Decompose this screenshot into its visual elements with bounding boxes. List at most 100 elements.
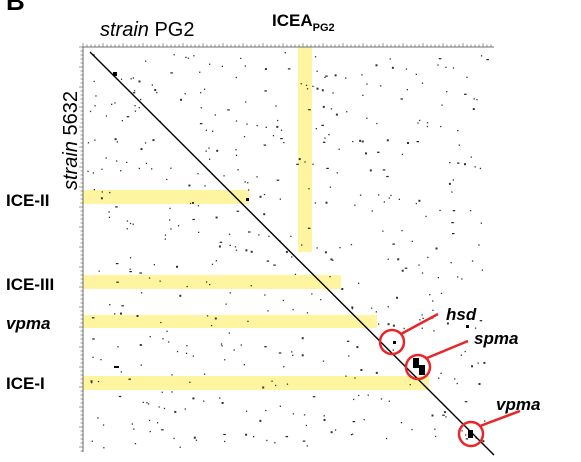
band-ice-ii xyxy=(83,190,249,204)
background-dot xyxy=(282,299,284,302)
background-dot xyxy=(208,147,210,149)
background-dot xyxy=(358,282,360,284)
diagonal-block xyxy=(113,72,117,76)
background-dot xyxy=(256,176,258,178)
background-dot xyxy=(433,330,435,332)
background-dot xyxy=(292,354,294,356)
background-dot xyxy=(152,139,155,142)
background-dot xyxy=(432,300,434,302)
background-dash xyxy=(416,141,419,143)
background-dot xyxy=(223,175,225,177)
background-dot xyxy=(185,56,187,58)
background-dot xyxy=(306,445,308,447)
background-dot xyxy=(186,285,188,288)
background-dot xyxy=(151,84,153,86)
background-dot xyxy=(101,191,103,193)
background-dot xyxy=(417,122,419,124)
background-dot xyxy=(312,85,314,87)
background-dot xyxy=(427,256,429,259)
background-dot xyxy=(401,153,404,155)
background-dot xyxy=(111,103,113,105)
background-dot xyxy=(195,439,198,441)
background-dot xyxy=(329,186,331,188)
background-dot xyxy=(292,413,295,415)
background-dash xyxy=(92,338,95,340)
background-dot xyxy=(294,273,297,275)
background-dash xyxy=(263,144,267,146)
background-dot xyxy=(93,80,95,83)
background-dot xyxy=(206,315,209,317)
background-dot xyxy=(367,394,369,396)
background-dot xyxy=(422,317,424,319)
background-dot xyxy=(203,88,206,90)
background-dot xyxy=(378,323,380,325)
background-dot xyxy=(234,246,237,248)
background-dot xyxy=(464,163,466,166)
background-dot xyxy=(131,423,133,425)
background-dot xyxy=(440,292,443,294)
background-dot xyxy=(114,138,117,141)
background-dot xyxy=(401,229,403,232)
background-dot xyxy=(114,313,116,315)
background-dot xyxy=(446,91,448,93)
background-dash xyxy=(312,396,316,398)
background-dot xyxy=(93,54,95,56)
background-dot xyxy=(335,113,338,116)
background-dot xyxy=(92,356,94,358)
background-dot xyxy=(126,161,128,164)
background-dash xyxy=(223,433,226,436)
background-dot xyxy=(353,398,355,401)
background-dot xyxy=(320,299,322,301)
diagonal-block xyxy=(413,358,419,368)
background-dash xyxy=(346,340,350,342)
background-dot xyxy=(140,364,142,366)
background-dot xyxy=(229,244,231,246)
background-dot xyxy=(221,65,223,67)
background-dot xyxy=(145,60,147,62)
background-dot xyxy=(101,168,103,170)
background-dot xyxy=(339,247,341,249)
background-dot xyxy=(445,416,447,418)
background-dot xyxy=(332,259,334,261)
background-dot xyxy=(301,354,304,357)
background-dot xyxy=(141,292,143,294)
background-dot xyxy=(108,216,111,218)
background-dot xyxy=(133,428,135,430)
background-dot xyxy=(240,344,242,346)
background-dash xyxy=(452,210,456,212)
background-dot xyxy=(400,422,403,424)
background-dot xyxy=(303,414,306,416)
background-dot xyxy=(280,129,283,131)
background-dot xyxy=(419,119,421,122)
background-dot xyxy=(214,114,216,116)
background-dot xyxy=(192,201,194,204)
background-dot xyxy=(221,345,223,347)
background-dash xyxy=(278,352,282,354)
background-dash xyxy=(451,222,454,224)
background-dot xyxy=(311,293,313,295)
background-dot xyxy=(359,139,362,142)
background-dot xyxy=(161,391,163,393)
background-dot xyxy=(304,161,306,163)
background-dot xyxy=(258,234,260,236)
callout-circle-vpma xyxy=(457,420,485,448)
background-dot xyxy=(148,419,151,422)
background-dot xyxy=(470,156,472,158)
background-dot xyxy=(369,169,372,172)
background-dot xyxy=(380,85,382,87)
background-dot xyxy=(173,437,175,440)
background-dash xyxy=(287,68,291,70)
background-dot xyxy=(274,442,276,444)
background-dot xyxy=(120,371,122,373)
background-dot xyxy=(170,228,172,230)
background-dot xyxy=(146,402,148,404)
background-dot xyxy=(469,210,472,212)
background-dot xyxy=(267,310,269,312)
background-dot xyxy=(440,372,442,374)
background-dot xyxy=(247,320,249,322)
background-dot xyxy=(105,157,107,159)
background-dot xyxy=(456,382,458,385)
background-dot xyxy=(132,223,134,225)
background-dot xyxy=(205,150,207,152)
